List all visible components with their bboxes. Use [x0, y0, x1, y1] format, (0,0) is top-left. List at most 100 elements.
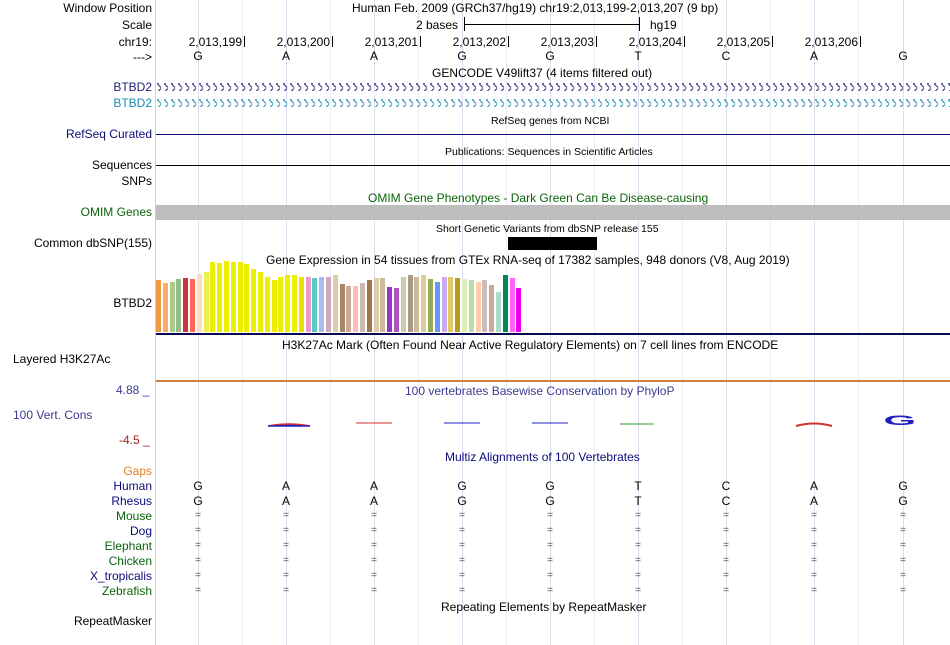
gtex-tissue-bar[interactable]	[462, 279, 467, 332]
species-label[interactable]: Mouse	[115, 509, 152, 523]
species-label[interactable]: Elephant	[104, 539, 152, 553]
phylop-label[interactable]: 100 Vert. Cons	[13, 408, 93, 422]
species-label[interactable]: Human	[113, 479, 152, 493]
alignment-base: =	[371, 555, 377, 566]
alignment-base: =	[900, 525, 906, 536]
rmsk-label[interactable]: RepeatMasker	[73, 614, 152, 628]
gtex-label[interactable]: BTBD2	[113, 296, 152, 310]
gtex-tissue-bar[interactable]	[264, 277, 270, 332]
gtex-tissue-bar[interactable]	[400, 277, 406, 332]
gencode-title[interactable]: GENCODE V49lift37 (4 items filtered out)	[432, 66, 653, 80]
gtex-tissue-bar[interactable]	[183, 278, 189, 332]
gtex-tissue-bar[interactable]	[217, 263, 223, 332]
grid-line	[638, 0, 639, 645]
gtex-tissue-bar[interactable]	[251, 269, 257, 332]
dbsnp-variant[interactable]	[508, 237, 597, 250]
gtex-tissue-bar[interactable]	[407, 274, 413, 332]
multiz-title[interactable]: Multiz Alignments of 100 Vertebrates	[445, 450, 640, 464]
gtex-tissue-bar[interactable]	[339, 284, 345, 332]
omim-gene-bar[interactable]	[156, 205, 950, 220]
gencode-item-1[interactable]: BTBD2	[113, 80, 152, 94]
gtex-tissue-bar[interactable]	[502, 274, 508, 332]
gtex-tissue-bar[interactable]	[169, 281, 175, 332]
gtex-tissue-bar[interactable]	[285, 274, 291, 332]
publications-label[interactable]: Sequences	[91, 158, 152, 172]
gtex-tissue-bar[interactable]	[305, 276, 311, 332]
refseq-gene-line[interactable]	[156, 134, 950, 135]
gaps-label[interactable]: Gaps	[123, 464, 152, 478]
gtex-tissue-bar[interactable]	[224, 261, 229, 332]
gtex-tissue-bar[interactable]	[516, 288, 522, 332]
gtex-tissue-bar[interactable]	[509, 278, 515, 332]
refseq-title[interactable]: RefSeq genes from NCBI	[491, 115, 610, 127]
gtex-tissue-bar[interactable]	[414, 276, 420, 332]
publications-title[interactable]: Publications: Sequences in Scientific Ar…	[445, 146, 653, 158]
gtex-tissue-bar[interactable]	[210, 262, 216, 332]
gtex-tissue-bar[interactable]	[366, 279, 372, 332]
gtex-tissue-bar[interactable]	[448, 277, 454, 332]
gtex-bar-chart[interactable]	[156, 261, 556, 332]
gtex-tissue-bar[interactable]	[489, 284, 495, 332]
omim-label[interactable]: OMIM Genes	[80, 205, 152, 219]
gtex-tissue-bar[interactable]	[482, 279, 488, 332]
h3k27ac-label[interactable]: Layered H3K27Ac	[13, 352, 111, 366]
h3k27ac-title[interactable]: H3K27Ac Mark (Often Found Near Active Re…	[282, 338, 779, 352]
gtex-tissue-bar[interactable]	[203, 272, 209, 332]
gtex-tissue-bar[interactable]	[380, 278, 386, 332]
alignment-base: =	[547, 510, 553, 521]
gtex-tissue-bar[interactable]	[237, 262, 243, 332]
scale-value: 2 bases	[416, 18, 459, 32]
gtex-tissue-bar[interactable]	[196, 274, 202, 332]
gtex-tissue-bar[interactable]	[156, 279, 161, 332]
phylop-title[interactable]: 100 vertebrates Basewise Conservation by…	[405, 384, 675, 398]
gtex-tissue-bar[interactable]	[428, 279, 433, 332]
gtex-tissue-bar[interactable]	[387, 287, 393, 332]
gtex-tissue-bar[interactable]	[326, 276, 331, 332]
gtex-tissue-bar[interactable]	[496, 291, 501, 332]
gtex-tissue-bar[interactable]	[434, 281, 440, 332]
snps-label[interactable]: SNPs	[121, 174, 152, 188]
gtex-tissue-bar[interactable]	[278, 277, 284, 332]
gtex-tissue-bar[interactable]	[319, 277, 325, 332]
gtex-tissue-bar[interactable]	[332, 274, 338, 332]
gtex-tissue-bar[interactable]	[230, 262, 236, 332]
alignment-base: =	[723, 525, 729, 536]
gtex-tissue-bar[interactable]	[360, 283, 365, 332]
gtex-tissue-bar[interactable]	[162, 283, 168, 332]
gtex-tissue-bar[interactable]	[394, 288, 399, 332]
species-label[interactable]: Dog	[129, 524, 152, 538]
species-label[interactable]: Rhesus	[111, 494, 152, 508]
gencode-gene-lines[interactable]	[156, 80, 950, 112]
gtex-tissue-bar[interactable]	[353, 285, 359, 332]
species-label[interactable]: Zebrafish	[101, 584, 152, 598]
gencode-item-2[interactable]: BTBD2	[113, 96, 152, 110]
phylop-logo[interactable]: G	[156, 405, 950, 435]
omim-title[interactable]: OMIM Gene Phenotypes - Dark Green Can Be…	[368, 191, 709, 205]
species-label[interactable]: Chicken	[108, 554, 152, 568]
gtex-tissue-bar[interactable]	[475, 281, 481, 332]
gtex-tissue-bar[interactable]	[176, 279, 182, 332]
dbsnp-label[interactable]: Common dbSNP(155)	[33, 236, 152, 250]
gtex-tissue-bar[interactable]	[468, 279, 474, 332]
gtex-tissue-bar[interactable]	[421, 274, 427, 332]
gtex-tissue-bar[interactable]	[258, 271, 263, 332]
strand-label: --->	[133, 50, 152, 64]
alignment-base: =	[371, 525, 377, 536]
gtex-tissue-bar[interactable]	[346, 285, 352, 332]
gtex-tissue-bar[interactable]	[455, 278, 461, 332]
gtex-tissue-bar[interactable]	[244, 263, 250, 332]
gtex-tissue-bar[interactable]	[292, 274, 297, 332]
gtex-tissue-bar[interactable]	[190, 279, 195, 332]
gtex-tissue-bar[interactable]	[373, 278, 379, 332]
gtex-title[interactable]: Gene Expression in 54 tissues from GTEx …	[266, 253, 790, 267]
species-label[interactable]: X_tropicalis	[89, 569, 152, 583]
gtex-tissue-bar[interactable]	[271, 279, 277, 332]
gtex-tissue-bar[interactable]	[441, 277, 447, 332]
dbsnp-title[interactable]: Short Genetic Variants from dbSNP releas…	[436, 223, 659, 235]
rmsk-title[interactable]: Repeating Elements by RepeatMasker	[441, 600, 647, 614]
publications-line[interactable]	[156, 165, 950, 166]
gtex-tissue-bar[interactable]	[298, 276, 304, 332]
refseq-label[interactable]: RefSeq Curated	[65, 127, 152, 141]
base-letter: A	[369, 49, 378, 63]
gtex-tissue-bar[interactable]	[312, 278, 318, 332]
